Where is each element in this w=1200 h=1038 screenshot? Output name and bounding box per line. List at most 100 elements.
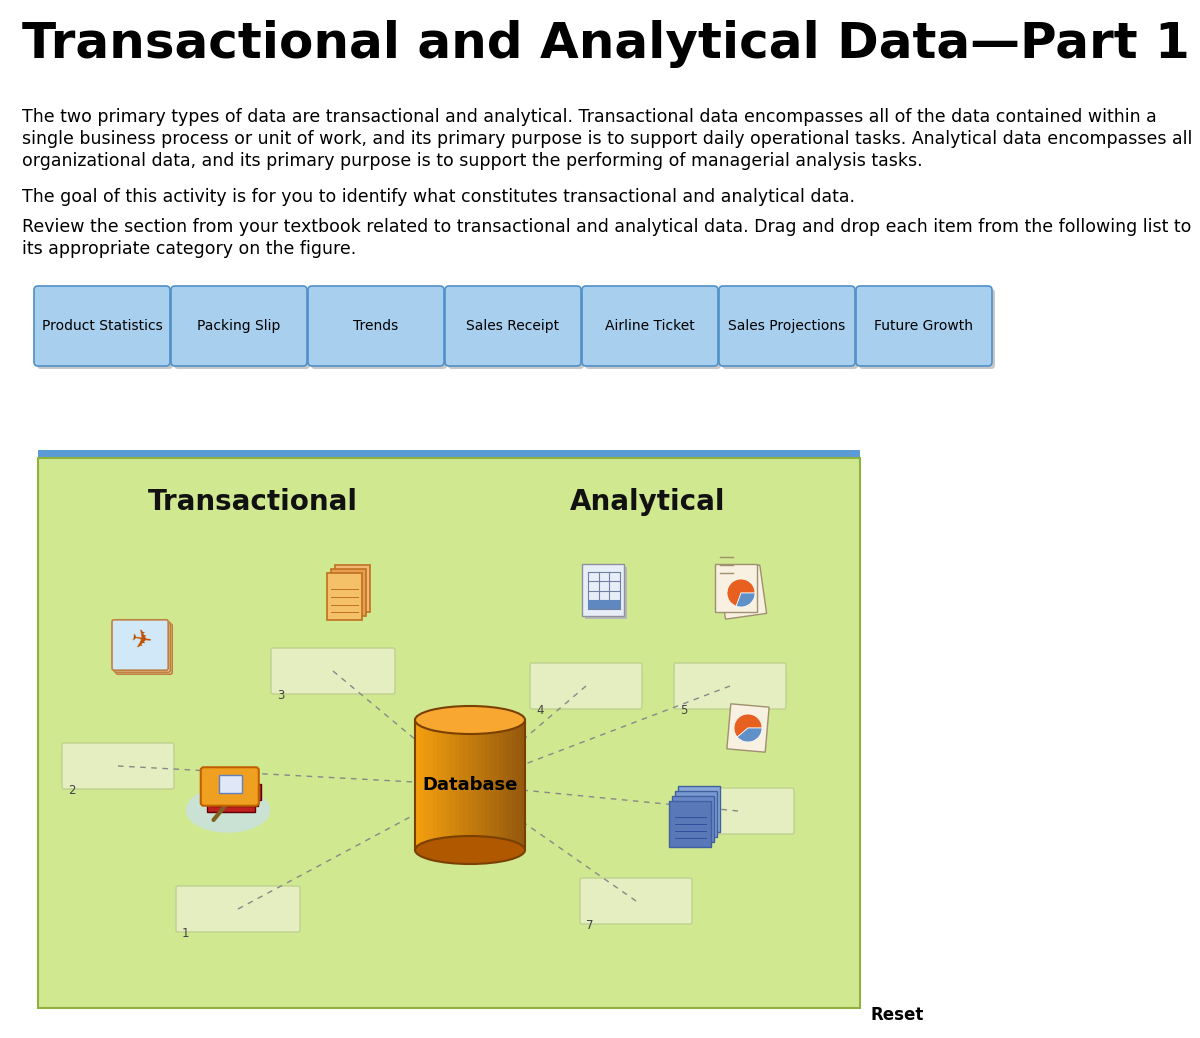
Text: 6: 6 — [688, 829, 696, 842]
FancyBboxPatch shape — [214, 784, 260, 800]
Ellipse shape — [415, 836, 526, 864]
FancyBboxPatch shape — [678, 786, 720, 831]
Polygon shape — [516, 720, 521, 850]
Wedge shape — [727, 579, 755, 606]
Polygon shape — [503, 720, 508, 850]
FancyBboxPatch shape — [722, 289, 858, 368]
FancyBboxPatch shape — [586, 567, 626, 619]
FancyBboxPatch shape — [682, 788, 794, 834]
Polygon shape — [455, 720, 458, 850]
FancyBboxPatch shape — [172, 286, 307, 366]
FancyBboxPatch shape — [727, 704, 769, 753]
Polygon shape — [446, 720, 450, 850]
Polygon shape — [326, 573, 362, 620]
Polygon shape — [330, 569, 366, 616]
Polygon shape — [508, 720, 512, 850]
FancyBboxPatch shape — [588, 600, 619, 609]
Text: The two primary types of data are transactional and analytical. Transactional da: The two primary types of data are transa… — [22, 108, 1157, 126]
Text: its appropriate category on the figure.: its appropriate category on the figure. — [22, 240, 356, 258]
Text: The goal of this activity is for you to identify what constitutes transactional : The goal of this activity is for you to … — [22, 188, 854, 206]
FancyBboxPatch shape — [676, 791, 716, 837]
Text: Database: Database — [422, 776, 517, 794]
Text: Transactional and Analytical Data—Part 1: Transactional and Analytical Data—Part 1 — [22, 20, 1190, 69]
Polygon shape — [463, 720, 468, 850]
FancyBboxPatch shape — [34, 286, 170, 366]
Text: Trends: Trends — [353, 319, 398, 333]
Text: ✈: ✈ — [128, 627, 154, 655]
Ellipse shape — [415, 706, 526, 734]
FancyBboxPatch shape — [445, 286, 581, 366]
FancyBboxPatch shape — [580, 878, 692, 924]
Text: 7: 7 — [586, 919, 594, 932]
Text: Reset: Reset — [870, 1006, 923, 1025]
Polygon shape — [458, 720, 463, 850]
FancyBboxPatch shape — [672, 795, 714, 842]
Polygon shape — [437, 720, 442, 850]
Wedge shape — [737, 728, 762, 742]
FancyBboxPatch shape — [586, 289, 721, 368]
FancyBboxPatch shape — [220, 775, 242, 793]
Polygon shape — [521, 720, 526, 850]
FancyBboxPatch shape — [859, 289, 995, 368]
Text: Future Growth: Future Growth — [875, 319, 973, 333]
FancyBboxPatch shape — [670, 800, 710, 847]
FancyBboxPatch shape — [582, 286, 718, 366]
Text: Sales Receipt: Sales Receipt — [467, 319, 559, 333]
FancyBboxPatch shape — [311, 289, 446, 368]
Polygon shape — [433, 720, 437, 850]
Polygon shape — [450, 720, 455, 850]
FancyBboxPatch shape — [715, 564, 757, 612]
Polygon shape — [428, 720, 433, 850]
FancyBboxPatch shape — [38, 450, 860, 458]
Text: Packing Slip: Packing Slip — [197, 319, 281, 333]
Text: Sales Projections: Sales Projections — [728, 319, 846, 333]
Ellipse shape — [186, 787, 270, 832]
Text: Review the section from your textbook related to transactional and analytical da: Review the section from your textbook re… — [22, 218, 1192, 236]
Polygon shape — [494, 720, 499, 850]
Polygon shape — [490, 720, 494, 850]
Polygon shape — [415, 720, 420, 850]
FancyBboxPatch shape — [308, 286, 444, 366]
Text: 1: 1 — [182, 927, 190, 940]
FancyBboxPatch shape — [176, 886, 300, 932]
Polygon shape — [485, 720, 490, 850]
Polygon shape — [476, 720, 481, 850]
FancyBboxPatch shape — [271, 648, 395, 694]
FancyBboxPatch shape — [210, 790, 258, 805]
FancyBboxPatch shape — [530, 663, 642, 709]
Polygon shape — [468, 720, 473, 850]
FancyBboxPatch shape — [174, 289, 310, 368]
Polygon shape — [499, 720, 503, 850]
FancyBboxPatch shape — [38, 458, 860, 1008]
FancyBboxPatch shape — [114, 622, 170, 673]
Text: single business process or unit of work, and its primary purpose is to support d: single business process or unit of work,… — [22, 130, 1193, 148]
Polygon shape — [335, 566, 371, 612]
FancyBboxPatch shape — [116, 624, 173, 675]
Polygon shape — [512, 720, 516, 850]
Wedge shape — [737, 593, 755, 607]
FancyBboxPatch shape — [719, 286, 854, 366]
FancyBboxPatch shape — [719, 565, 767, 620]
Text: Analytical: Analytical — [570, 488, 726, 516]
FancyBboxPatch shape — [62, 743, 174, 789]
FancyBboxPatch shape — [582, 564, 624, 616]
Text: 2: 2 — [68, 784, 76, 797]
Text: 5: 5 — [680, 704, 688, 717]
FancyBboxPatch shape — [200, 767, 259, 805]
FancyBboxPatch shape — [448, 289, 584, 368]
FancyBboxPatch shape — [674, 663, 786, 709]
Text: 4: 4 — [536, 704, 544, 717]
Polygon shape — [473, 720, 476, 850]
Polygon shape — [424, 720, 428, 850]
Text: Transactional: Transactional — [148, 488, 358, 516]
Text: organizational data, and its primary purpose is to support the performing of man: organizational data, and its primary pur… — [22, 152, 923, 170]
Wedge shape — [734, 714, 762, 737]
FancyBboxPatch shape — [37, 289, 173, 368]
Text: 3: 3 — [277, 689, 284, 702]
Text: Product Statistics: Product Statistics — [42, 319, 162, 333]
FancyBboxPatch shape — [208, 796, 254, 812]
Polygon shape — [420, 720, 424, 850]
Polygon shape — [481, 720, 485, 850]
FancyBboxPatch shape — [112, 620, 168, 671]
Text: Airline Ticket: Airline Ticket — [605, 319, 695, 333]
